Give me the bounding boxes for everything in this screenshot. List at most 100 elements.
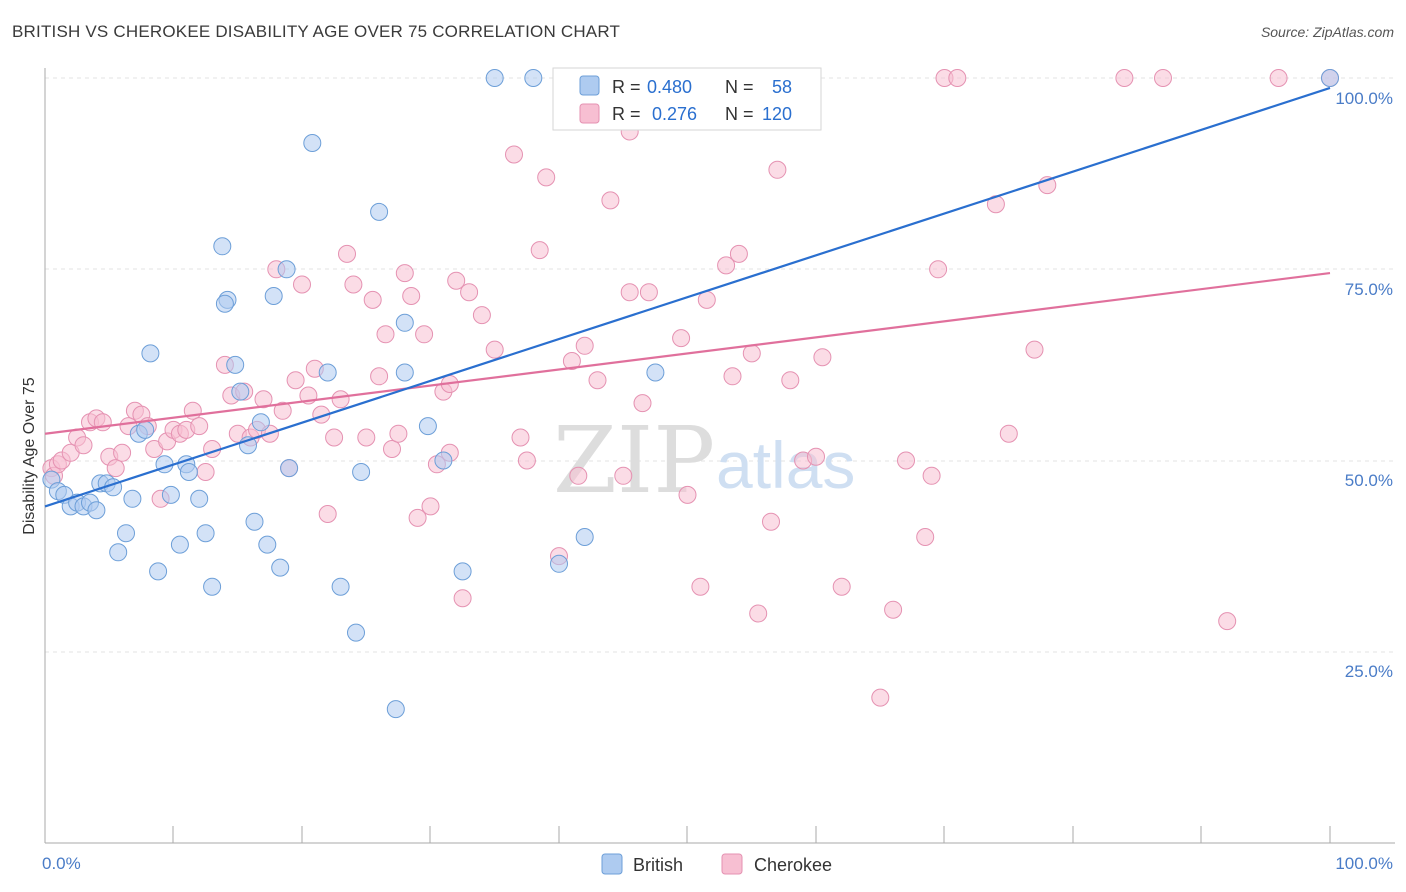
british-point bbox=[190, 489, 209, 508]
cherokee-point bbox=[871, 688, 890, 707]
cherokee-point bbox=[768, 160, 787, 179]
legend-n-value: 120 bbox=[762, 104, 792, 124]
cherokee-point bbox=[370, 367, 389, 386]
british-point bbox=[318, 363, 337, 382]
cherokee-point bbox=[415, 325, 434, 344]
cherokee-point bbox=[897, 451, 915, 470]
british-points bbox=[42, 69, 1339, 719]
cherokee-point bbox=[813, 348, 832, 367]
y-tick-label: 75.0% bbox=[1345, 280, 1393, 299]
cherokee-point bbox=[948, 69, 967, 87]
y-tick-label: 100.0% bbox=[1335, 89, 1393, 108]
cherokee-point bbox=[620, 283, 639, 302]
british-point bbox=[303, 134, 322, 152]
british-point bbox=[331, 577, 350, 596]
legend-r-value: 0.480 bbox=[647, 77, 692, 97]
cherokee-point bbox=[196, 463, 215, 481]
cherokee-point bbox=[331, 390, 350, 409]
legend-r-label: R = bbox=[612, 77, 641, 97]
cherokee-point bbox=[517, 451, 536, 470]
british-point bbox=[109, 543, 128, 562]
cherokee-point bbox=[106, 459, 125, 478]
british-point bbox=[213, 237, 232, 256]
cherokee-point bbox=[402, 287, 421, 305]
cherokee-point bbox=[363, 290, 382, 309]
legend-bottom-swatch-cherokee bbox=[721, 853, 743, 875]
british-point bbox=[280, 459, 299, 478]
british-point bbox=[226, 355, 245, 374]
cherokee-point bbox=[357, 428, 376, 447]
cherokee-point bbox=[1154, 69, 1172, 87]
cherokee-point bbox=[929, 260, 948, 279]
british-point bbox=[123, 489, 142, 508]
cherokee-point bbox=[832, 577, 851, 596]
cherokee-point bbox=[395, 264, 414, 283]
british-point bbox=[117, 524, 135, 543]
chart-source: Source: ZipAtlas.com bbox=[1260, 24, 1394, 40]
british-point bbox=[149, 562, 168, 581]
legend-bottom-swatch-british bbox=[601, 853, 623, 875]
legend-r-value: 0.276 bbox=[652, 104, 697, 124]
legend-n-label: N = bbox=[725, 104, 754, 124]
british-point bbox=[179, 463, 198, 481]
cherokee-point bbox=[1218, 612, 1237, 631]
legend-top: R = 0.480 N = 58 R = 0.276 N = 120 bbox=[552, 67, 822, 131]
cherokee-point bbox=[569, 466, 588, 485]
cherokee-point bbox=[691, 577, 710, 596]
y-tick-label: 50.0% bbox=[1345, 471, 1393, 490]
watermark-atlas: atlas bbox=[716, 428, 855, 502]
cherokee-point bbox=[537, 168, 556, 187]
legend-r-label: R = bbox=[612, 104, 641, 124]
british-point bbox=[203, 577, 222, 596]
legend-n-label: N = bbox=[725, 77, 754, 97]
legend-swatch-british bbox=[579, 75, 600, 96]
cherokee-point bbox=[485, 340, 504, 359]
british-point bbox=[418, 417, 437, 436]
cherokee-point bbox=[1025, 340, 1044, 359]
cherokee-point bbox=[408, 508, 427, 527]
cherokee-point bbox=[338, 244, 356, 263]
british-point bbox=[524, 69, 543, 87]
british-point bbox=[370, 202, 389, 221]
cherokee-point bbox=[472, 306, 491, 325]
y-tick-label: 25.0% bbox=[1345, 662, 1393, 681]
cherokee-point bbox=[749, 604, 768, 623]
cherokee-point bbox=[511, 428, 530, 447]
british-point bbox=[395, 363, 414, 382]
x-tick-label: 0.0% bbox=[42, 854, 81, 873]
british-point bbox=[575, 528, 594, 546]
cherokee-point bbox=[460, 283, 479, 302]
british-point bbox=[258, 535, 277, 554]
british-point bbox=[245, 512, 264, 531]
british-point bbox=[271, 558, 290, 577]
british-point bbox=[1321, 69, 1339, 87]
cherokee-point bbox=[421, 497, 440, 516]
legend-swatch-cherokee bbox=[579, 103, 600, 124]
british-point bbox=[87, 501, 106, 520]
british-point bbox=[277, 260, 296, 279]
cherokee-point bbox=[807, 447, 825, 466]
cherokee-point bbox=[74, 436, 93, 455]
cherokee-point bbox=[884, 600, 903, 619]
cherokee-point bbox=[781, 371, 800, 390]
legend-bottom-cherokee: Cherokee bbox=[754, 855, 832, 875]
british-trend-line bbox=[44, 86, 1331, 508]
british-point bbox=[196, 524, 215, 543]
grid bbox=[45, 77, 1395, 653]
cherokee-point bbox=[505, 145, 523, 164]
legend-bottom-british: British bbox=[633, 855, 683, 875]
cherokee-trend-line bbox=[44, 271, 1331, 435]
cherokee-point bbox=[376, 325, 395, 344]
cherokee-point bbox=[190, 417, 209, 436]
british-point bbox=[215, 294, 234, 313]
cherokee-point bbox=[723, 367, 742, 386]
british-point bbox=[485, 69, 504, 87]
legend-n-value: 58 bbox=[772, 77, 792, 97]
cherokee-point bbox=[717, 256, 736, 275]
british-point bbox=[264, 287, 283, 305]
cherokee-point bbox=[344, 275, 363, 294]
legend-bottom: British Cherokee bbox=[601, 853, 832, 875]
british-point bbox=[395, 313, 414, 332]
british-point bbox=[352, 463, 371, 481]
